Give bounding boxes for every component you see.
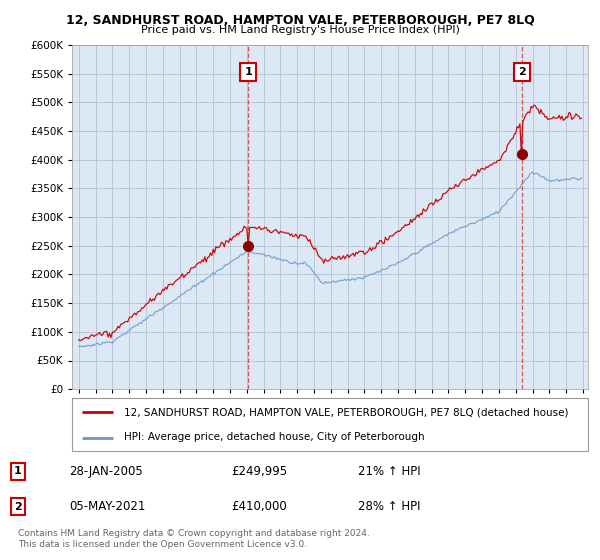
Text: 12, SANDHURST ROAD, HAMPTON VALE, PETERBOROUGH, PE7 8LQ: 12, SANDHURST ROAD, HAMPTON VALE, PETERB… xyxy=(65,14,535,27)
Text: 1: 1 xyxy=(14,466,22,476)
Text: 2: 2 xyxy=(14,502,22,512)
Text: HPI: Average price, detached house, City of Peterborough: HPI: Average price, detached house, City… xyxy=(124,432,424,442)
Text: 05-MAY-2021: 05-MAY-2021 xyxy=(70,500,146,514)
Text: 12, SANDHURST ROAD, HAMPTON VALE, PETERBOROUGH, PE7 8LQ (detached house): 12, SANDHURST ROAD, HAMPTON VALE, PETERB… xyxy=(124,408,568,418)
Text: Contains HM Land Registry data © Crown copyright and database right 2024.
This d: Contains HM Land Registry data © Crown c… xyxy=(18,529,370,549)
Text: 21% ↑ HPI: 21% ↑ HPI xyxy=(358,465,420,478)
Text: £249,995: £249,995 xyxy=(231,465,287,478)
Text: 1: 1 xyxy=(244,67,252,77)
Text: 28-JAN-2005: 28-JAN-2005 xyxy=(70,465,143,478)
Text: Price paid vs. HM Land Registry's House Price Index (HPI): Price paid vs. HM Land Registry's House … xyxy=(140,25,460,35)
Text: 2: 2 xyxy=(518,67,526,77)
Text: £410,000: £410,000 xyxy=(231,500,287,514)
Text: 28% ↑ HPI: 28% ↑ HPI xyxy=(358,500,420,514)
